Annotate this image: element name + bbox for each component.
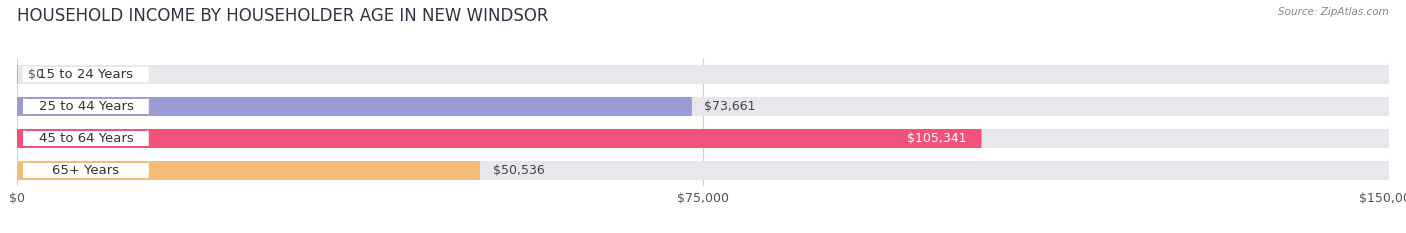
Text: $105,341: $105,341 (907, 132, 967, 145)
Bar (24, 99, 148, 114)
Text: HOUSEHOLD INCOME BY HOUSEHOLDER AGE IN NEW WINDSOR: HOUSEHOLD INCOME BY HOUSEHOLDER AGE IN N… (17, 7, 548, 25)
Bar (17, 129, 1389, 148)
Text: 25 to 44 Years: 25 to 44 Years (38, 100, 134, 113)
Bar (17, 65, 1389, 84)
Text: $73,661: $73,661 (704, 100, 756, 113)
Bar (24, 131, 148, 146)
Bar (17, 129, 980, 148)
Bar (17, 97, 690, 116)
Text: $0: $0 (28, 68, 44, 81)
Text: Source: ZipAtlas.com: Source: ZipAtlas.com (1278, 7, 1389, 17)
Bar (17, 161, 1389, 180)
Text: $50,536: $50,536 (494, 164, 544, 177)
Bar (24, 67, 148, 82)
Text: 45 to 64 Years: 45 to 64 Years (38, 132, 134, 145)
Text: 15 to 24 Years: 15 to 24 Years (38, 68, 134, 81)
Bar (17, 97, 1389, 116)
Bar (24, 163, 148, 178)
Text: 65+ Years: 65+ Years (52, 164, 120, 177)
Bar (17, 161, 479, 180)
